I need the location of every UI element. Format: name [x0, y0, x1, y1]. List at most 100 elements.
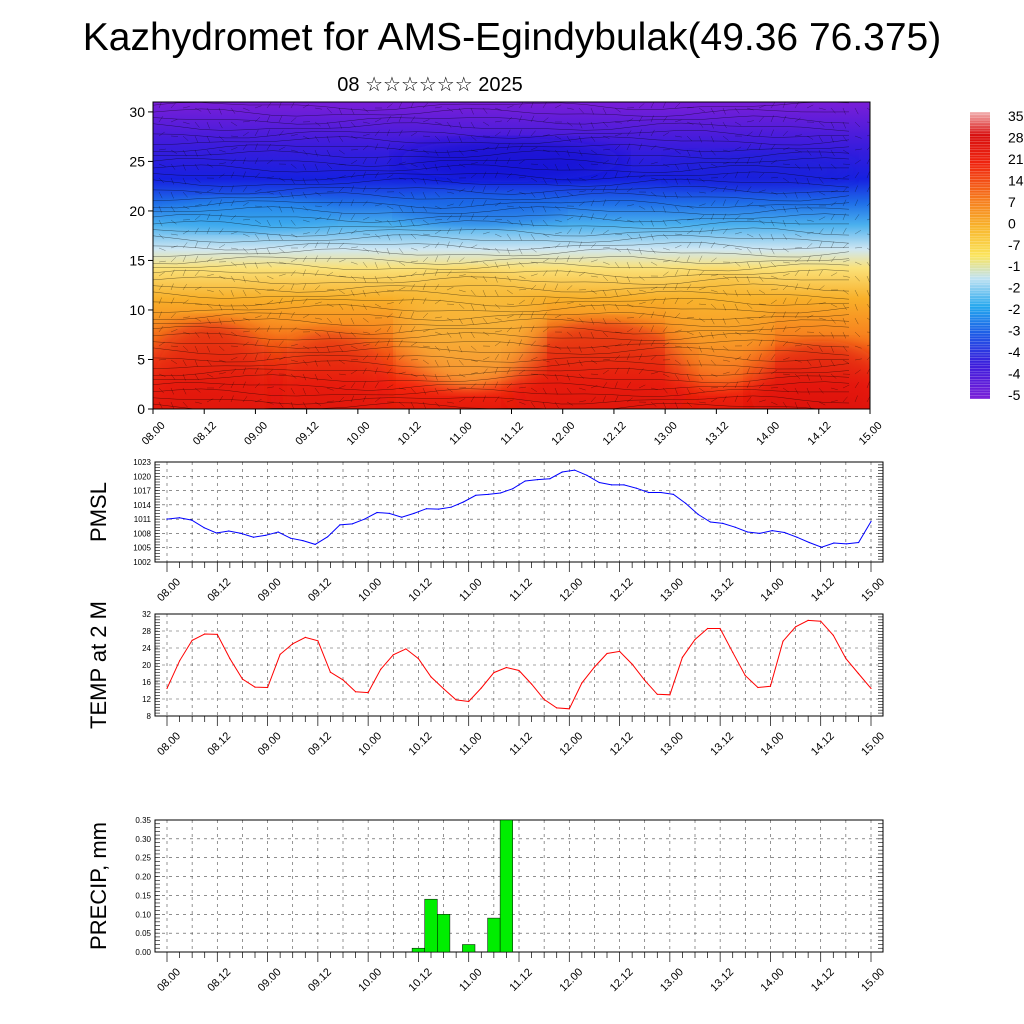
- wind-barb: [590, 199, 595, 207]
- wind-barb: [806, 387, 810, 395]
- wind-barb: [314, 301, 322, 305]
- contour-line: [153, 276, 849, 285]
- wind-barb: [170, 297, 175, 305]
- wind-barb: [362, 355, 369, 361]
- colorbar-ramp: [970, 112, 990, 399]
- wind-barb: [770, 354, 776, 361]
- wind-barb: [290, 401, 294, 409]
- temp-point: [744, 675, 746, 677]
- pmsl-point: [376, 511, 378, 514]
- wind-barb: [494, 233, 502, 238]
- wind-barb: [410, 191, 415, 199]
- wind-barb: [434, 106, 442, 109]
- wind-barb: [302, 191, 307, 199]
- wind-barb: [314, 107, 322, 110]
- heat-xtick-label: 12.12: [601, 420, 629, 448]
- wind-barb: [506, 233, 512, 240]
- wind-barb: [674, 269, 679, 277]
- wind-barb: [818, 269, 823, 277]
- wind-barb: [158, 373, 166, 377]
- pmsl-point: [709, 521, 712, 523]
- wind-barb: [458, 149, 464, 156]
- heat-blob-4: [400, 270, 540, 390]
- wind-barb: [794, 270, 800, 277]
- wind-barb: [326, 241, 330, 249]
- wind-barb: [434, 331, 442, 335]
- pmsl-point: [746, 531, 749, 533]
- wind-barb: [734, 356, 742, 361]
- wind-barb: [530, 177, 538, 182]
- wind-barb: [314, 345, 319, 353]
- heat-blob-5: [670, 270, 770, 390]
- grid: [155, 819, 883, 953]
- wind-barb: [482, 215, 489, 221]
- wind-barb: [158, 341, 165, 347]
- wind-barb: [686, 284, 692, 291]
- wind-barb: [818, 163, 823, 171]
- wind-barb: [398, 247, 404, 254]
- colorbar-label: 21: [1008, 151, 1024, 167]
- wind-barb: [434, 387, 439, 395]
- wind-barb: [734, 331, 742, 336]
- wind-barb: [266, 289, 275, 291]
- wind-barb: [398, 205, 403, 213]
- wind-barb: [734, 199, 739, 207]
- wind-barb: [854, 214, 860, 221]
- wind-barb: [314, 191, 322, 196]
- wind-barb: [806, 269, 810, 277]
- wind-barb: [470, 317, 474, 325]
- wind-barb: [758, 157, 763, 165]
- grid: [155, 461, 883, 563]
- heat-xtick-label: 14.12: [806, 420, 834, 448]
- wind-barb: [302, 104, 310, 109]
- wind-barb: [254, 275, 260, 282]
- wind-barb: [314, 317, 322, 320]
- wind-barb: [698, 177, 705, 183]
- wind-barb: [530, 146, 538, 151]
- wind-barb: [566, 301, 574, 305]
- wind-barb: [662, 387, 668, 394]
- wind-barb: [554, 231, 562, 235]
- wind-barb: [686, 359, 691, 367]
- wind-barb: [806, 283, 811, 291]
- wind-barb: [254, 289, 261, 295]
- wind-barb: [206, 121, 210, 129]
- wind-barb: [206, 373, 214, 378]
- wind-barb: [602, 121, 608, 128]
- wind-barb: [506, 353, 510, 361]
- wind-barb: [650, 298, 656, 305]
- wind-barb: [746, 233, 754, 238]
- pmsl-point: [475, 494, 477, 496]
- wind-barb: [206, 135, 211, 143]
- wind-barb: [314, 228, 320, 235]
- wind-barb: [482, 199, 487, 207]
- wind-barb: [674, 205, 680, 212]
- wind-barb: [602, 159, 609, 165]
- wind-barb: [398, 219, 402, 227]
- wind-barb: [602, 395, 606, 403]
- pmsl-point: [821, 546, 823, 548]
- wind-barb: [602, 246, 610, 249]
- wind-barb: [638, 339, 642, 347]
- wind-barb: [734, 275, 739, 283]
- wind-barb: [254, 382, 260, 389]
- wind-barb: [554, 283, 559, 291]
- wind-barb: [686, 163, 690, 171]
- wind-barb: [698, 270, 704, 277]
- wind-barb: [482, 395, 486, 403]
- wind-barb: [590, 175, 598, 179]
- wind-barb: [326, 227, 330, 235]
- wind-barb: [218, 199, 222, 207]
- wind-barb: [674, 119, 682, 123]
- wind-barb: [614, 381, 618, 389]
- heat-xtick-label: 09.00: [242, 420, 270, 448]
- wind-barb: [206, 257, 213, 263]
- wind-barb: [434, 373, 438, 381]
- wind-barb: [230, 303, 235, 311]
- pmsl-point: [252, 536, 255, 538]
- wind-barb: [242, 303, 249, 310]
- wind-barb: [506, 303, 515, 305]
- wind-barb: [806, 205, 813, 211]
- wind-barb: [302, 269, 306, 277]
- x-tick-label: 13.12: [708, 966, 736, 994]
